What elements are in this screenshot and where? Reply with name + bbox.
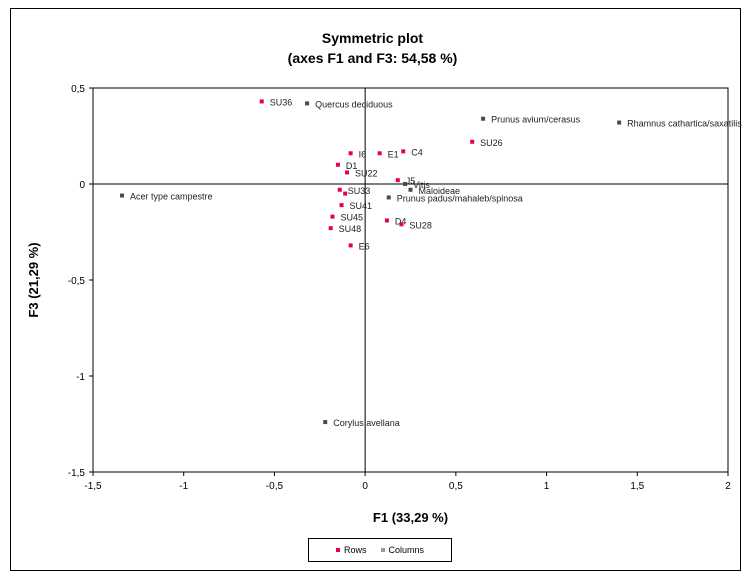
rows-point <box>348 243 353 248</box>
x-tick-label: 2 <box>725 481 731 492</box>
legend-rows-label: Rows <box>343 545 367 555</box>
columns-point <box>120 193 125 198</box>
rows-point <box>259 99 264 104</box>
columns-point <box>481 116 486 121</box>
rows-point-label: I6 <box>359 149 367 159</box>
rows-point-label: D1 <box>346 161 358 171</box>
rows-point-label: D4 <box>395 216 407 226</box>
rows-point-label: SU33 <box>348 186 371 196</box>
y-tick-label: -1,5 <box>68 468 86 479</box>
rows-point-label: C4 <box>411 147 423 157</box>
rows-point <box>345 170 349 175</box>
x-tick-label: 1 <box>544 481 550 492</box>
rows-point-label: SU26 <box>480 138 503 148</box>
chart-subtitle: (axes F1 and F3: 54,58 %) <box>287 50 458 66</box>
rows-point <box>384 218 389 223</box>
columns-point-label: Quercus deciduous <box>315 99 393 109</box>
columns-point-label: Acer type campestre <box>130 192 213 202</box>
chart-title: Symmetric plot <box>321 30 424 46</box>
columns-point <box>408 187 413 192</box>
y-tick-label: -1 <box>76 372 85 383</box>
rows-point-label: SU22 <box>355 168 378 178</box>
rows-point-label: SU45 <box>340 213 363 223</box>
y-tick-label: -0,5 <box>68 276 86 287</box>
rows-point-label: J5 <box>406 176 416 186</box>
columns-point <box>386 195 391 200</box>
columns-point-label: Rhamnus cathartica/saxatilis <box>627 119 742 129</box>
legend-item-columns: Columns <box>380 545 425 555</box>
x-tick-label: -1 <box>179 481 188 492</box>
legend-columns-label: Columns <box>388 545 425 555</box>
legend-item-rows: Rows <box>335 545 367 555</box>
rows-point <box>339 203 344 208</box>
x-tick-label: 1,5 <box>630 481 644 492</box>
rows-point <box>401 149 406 154</box>
rows-point <box>399 222 404 227</box>
columns-point <box>323 420 328 425</box>
legend: Rows Columns <box>308 538 452 562</box>
rows-point <box>337 187 342 192</box>
columns-point-label: Vitis <box>413 180 430 190</box>
rows-point-label: E1 <box>388 149 399 159</box>
columns-point <box>403 182 408 186</box>
y-tick-label: 0 <box>79 180 85 191</box>
chart-frame <box>10 8 741 571</box>
x-tick-label: -1,5 <box>84 481 102 492</box>
rows-point <box>348 151 353 156</box>
legend-rows-marker <box>335 548 340 552</box>
rows-point-label: SU48 <box>339 224 362 234</box>
rows-point <box>335 162 340 167</box>
rows-point-label: E6 <box>359 241 370 251</box>
rows-point-label: SU36 <box>270 97 293 107</box>
columns-point-label: Maloideae <box>419 186 461 196</box>
columns-point-label: Prunus padus/mahaleb/spinosa <box>397 193 523 203</box>
rows-point <box>328 226 333 231</box>
columns-point <box>305 101 310 106</box>
y-axis-title: F3 (21,29 %) <box>26 242 41 317</box>
plot-area <box>92 87 729 473</box>
rows-point <box>343 191 348 196</box>
x-axis-title: F1 (33,29 %) <box>373 510 448 525</box>
y-tick-label: 0,5 <box>71 84 85 95</box>
rows-point-label: SU28 <box>409 220 432 230</box>
columns-point-label: Prunus avium/cerasus <box>491 115 581 125</box>
x-tick-label: 0,5 <box>449 481 463 492</box>
rows-point <box>377 151 382 156</box>
x-tick-label: -0,5 <box>266 481 284 492</box>
rows-point-label: SU41 <box>350 201 373 211</box>
columns-point <box>617 120 622 125</box>
rows-point <box>395 178 400 183</box>
columns-point-label: Corylus avellana <box>333 418 400 428</box>
legend-columns-marker <box>380 548 385 552</box>
x-tick-label: 0 <box>362 481 368 492</box>
rows-point <box>470 139 475 144</box>
rows-point <box>330 214 335 219</box>
